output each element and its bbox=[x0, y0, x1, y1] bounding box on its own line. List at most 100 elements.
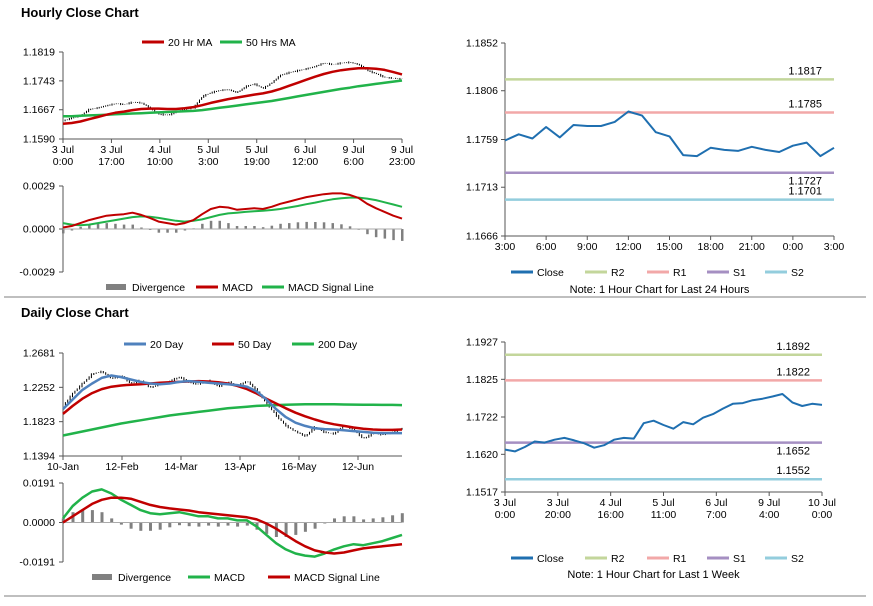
divergence-bar bbox=[245, 522, 249, 526]
legend-label: 20 Day bbox=[150, 339, 184, 351]
y-tick-label: 1.1806 bbox=[466, 85, 498, 97]
divergence-bar bbox=[331, 223, 334, 229]
legend-label: R1 bbox=[673, 553, 687, 565]
y-tick-label: 0.0000 bbox=[23, 224, 55, 236]
y-tick-label: 1.1927 bbox=[466, 337, 498, 349]
x-tick-label: 4 Jul bbox=[600, 497, 622, 509]
divergence-bar bbox=[401, 229, 404, 241]
x-tick-label: 16-May bbox=[281, 461, 317, 473]
x-tick-label: 7:00 bbox=[706, 509, 727, 521]
x-tick-label: 3:00 bbox=[824, 241, 845, 253]
x-tick-label: 9 Jul bbox=[758, 497, 780, 509]
level-label-r2: 1.1892 bbox=[776, 341, 810, 353]
legend-label: S1 bbox=[733, 267, 746, 279]
chart-note: Note: 1 Hour Chart for Last 24 Hours bbox=[570, 284, 750, 296]
divergence-bar bbox=[140, 227, 143, 229]
signal-line bbox=[62, 196, 403, 227]
divergence-bar bbox=[342, 516, 346, 523]
x-tick-label: 5 Jul bbox=[246, 144, 268, 156]
y-tick-label: 1.1620 bbox=[466, 449, 498, 461]
y-tick-label: 1.1743 bbox=[23, 75, 55, 87]
divergence-bar bbox=[183, 229, 187, 231]
signal-line bbox=[62, 496, 403, 555]
divergence-bar bbox=[296, 222, 300, 229]
x-tick-label: 3 Jul bbox=[494, 497, 516, 509]
divergence-bar bbox=[90, 510, 94, 523]
close-line bbox=[504, 110, 835, 158]
hourly-section-title: Hourly Close Chart bbox=[21, 5, 139, 20]
legend-label: MACD Signal Line bbox=[288, 282, 374, 294]
divergence-bar bbox=[207, 522, 211, 526]
x-tick-label: 13-Apr bbox=[224, 461, 256, 473]
x-tick-label: 3:00 bbox=[495, 241, 516, 253]
chart-note: Note: 1 Hour Chart for Last 1 Week bbox=[567, 569, 740, 581]
divergence-bar bbox=[149, 522, 152, 531]
divergence-bar bbox=[314, 222, 317, 229]
divergence-bar bbox=[216, 522, 220, 527]
y-tick-label: 1.1825 bbox=[466, 374, 498, 386]
y-tick-label: 1.1722 bbox=[466, 412, 498, 424]
divergence-bar bbox=[227, 223, 230, 229]
ma50-line bbox=[63, 79, 403, 118]
x-tick-label: 5 Jul bbox=[652, 497, 674, 509]
x-tick-label: 10-Jan bbox=[47, 461, 79, 473]
legend-label: S1 bbox=[733, 553, 746, 565]
legend-label: Close bbox=[537, 267, 564, 279]
divergence-bar bbox=[70, 229, 74, 231]
x-tick-label: 9 Jul bbox=[391, 144, 413, 156]
y-tick-label: 1.1590 bbox=[23, 134, 55, 146]
divergence-bar bbox=[288, 223, 291, 229]
y-tick-label: 1.1666 bbox=[466, 231, 498, 243]
x-tick-label: 0:00 bbox=[783, 241, 804, 253]
divergence-bar bbox=[333, 518, 336, 523]
divergence-bar bbox=[226, 522, 230, 526]
divergence-bar bbox=[305, 221, 308, 229]
level-label-s1: 1.1652 bbox=[776, 446, 810, 458]
level-label-r1: 1.1785 bbox=[788, 99, 822, 111]
daily-section-title: Daily Close Chart bbox=[21, 305, 129, 320]
level-label-r2: 1.1817 bbox=[788, 65, 822, 77]
y-tick-label: 1.1713 bbox=[466, 182, 498, 194]
level-label-s2: 1.1701 bbox=[788, 186, 822, 198]
y-tick-label: -0.0191 bbox=[19, 557, 55, 569]
ma200-line bbox=[62, 403, 403, 437]
x-tick-label: 19:00 bbox=[244, 156, 270, 168]
macd-line bbox=[62, 192, 403, 229]
divergence-bar bbox=[139, 522, 143, 531]
x-tick-label: 23:00 bbox=[389, 156, 415, 168]
x-tick-label: 3:00 bbox=[198, 156, 219, 168]
y-tick-label: 1.2681 bbox=[23, 348, 55, 360]
divergence-bar bbox=[348, 226, 352, 229]
divergence-bar bbox=[371, 518, 375, 523]
level-label-s1: 1.1727 bbox=[788, 176, 822, 188]
divergence-bar bbox=[374, 229, 378, 238]
y-tick-label: 1.1517 bbox=[466, 487, 498, 499]
legend-label: MACD bbox=[214, 572, 245, 584]
legend-label: 200 Day bbox=[318, 339, 358, 351]
divergence-bar bbox=[244, 226, 247, 229]
divergence-bar bbox=[362, 519, 366, 523]
x-tick-label: 9:00 bbox=[577, 241, 598, 253]
divergence-bar bbox=[383, 229, 387, 239]
x-tick-label: 15:00 bbox=[656, 241, 682, 253]
y-tick-label: 0.0000 bbox=[23, 517, 55, 529]
y-tick-label: 1.1852 bbox=[466, 38, 498, 50]
y-tick-label: 1.1667 bbox=[23, 104, 55, 116]
divergence-bar bbox=[157, 229, 161, 233]
divergence-bar bbox=[313, 522, 317, 529]
hourly-macd-chart: 0.0029 0.0000 -0.0029 Divergence MACD MACD Si… bbox=[19, 181, 404, 294]
divergence-bar bbox=[197, 522, 201, 527]
divergence-bar bbox=[178, 522, 181, 526]
divergence-bar bbox=[131, 224, 134, 229]
legend-label: S2 bbox=[791, 553, 804, 565]
divergence-bar bbox=[235, 226, 239, 229]
x-tick-label: 12:00 bbox=[292, 156, 318, 168]
legend-label: 20 Hr MA bbox=[168, 37, 212, 49]
y-tick-label: 0.0029 bbox=[23, 181, 55, 193]
divergence-bar bbox=[391, 515, 395, 523]
